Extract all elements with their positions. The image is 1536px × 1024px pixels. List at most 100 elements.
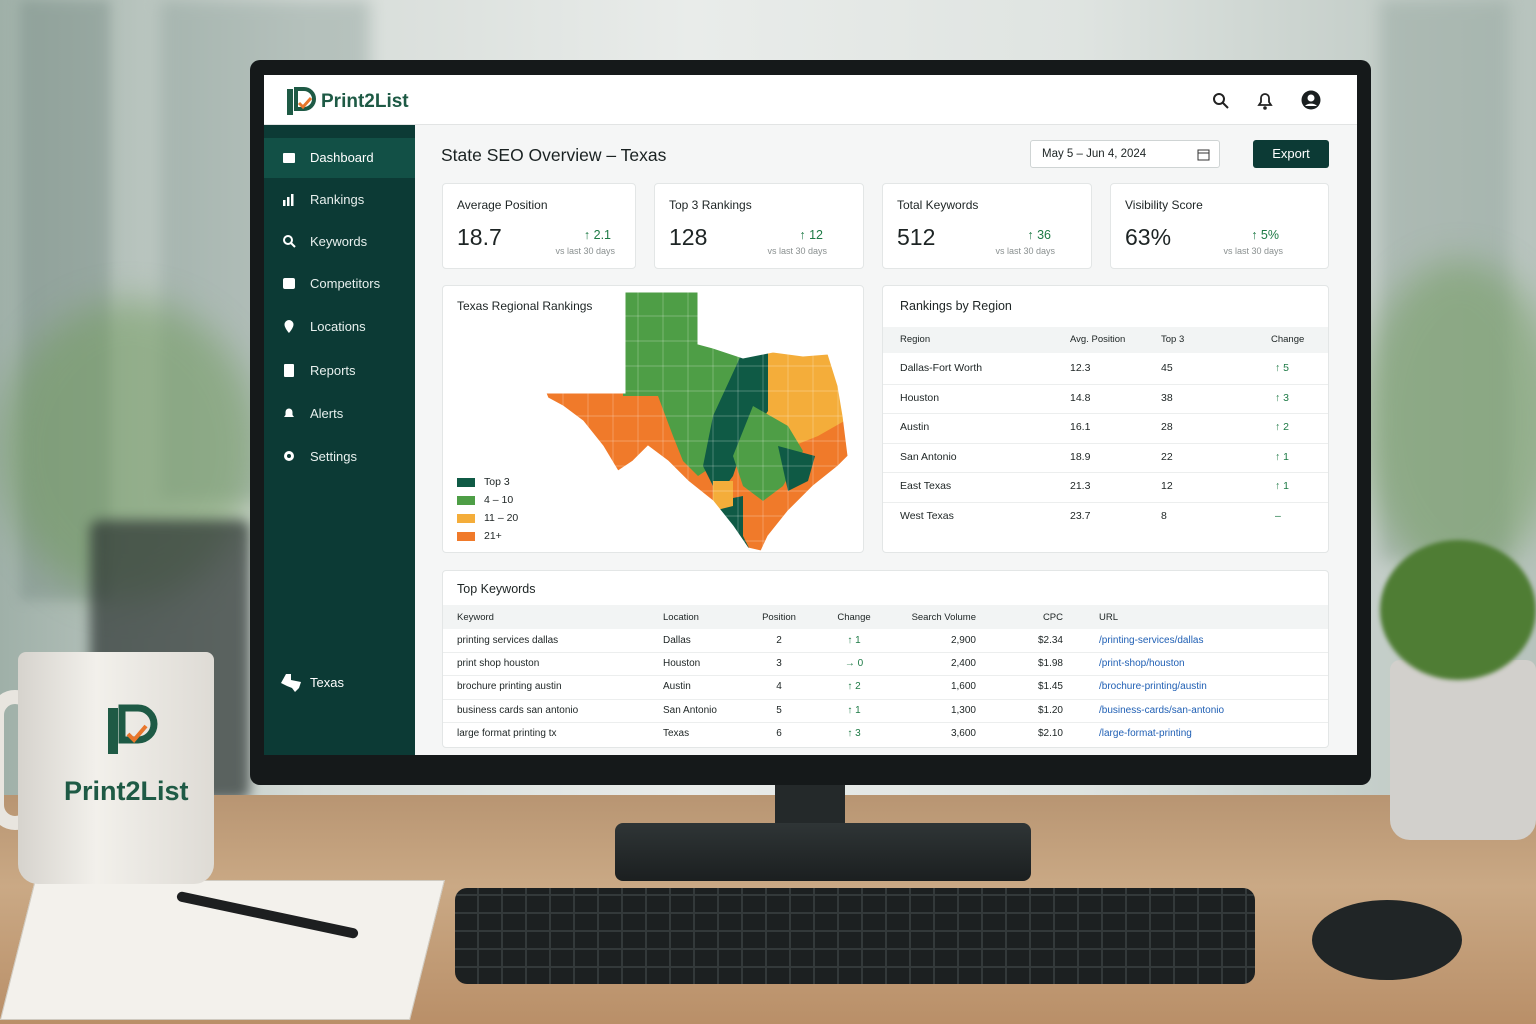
table-cell: 28 bbox=[1161, 421, 1173, 433]
table-cell: 14.8 bbox=[1070, 391, 1091, 404]
account-icon[interactable] bbox=[1301, 90, 1321, 110]
nav-label[interactable]: Settings bbox=[310, 449, 357, 464]
table-cell: 5 bbox=[776, 704, 782, 716]
region-11-20 bbox=[713, 481, 733, 511]
url-link[interactable]: /large-format-printing bbox=[1099, 727, 1192, 739]
kpi-value: 128 bbox=[669, 224, 708, 250]
mug: Print2List bbox=[18, 652, 214, 884]
nav-label[interactable]: Reports bbox=[310, 363, 356, 378]
kpi-note: vs last 30 days bbox=[555, 246, 615, 256]
table-cell: ↑ 1 bbox=[1275, 480, 1290, 492]
table-cell: brochure printing austin bbox=[457, 681, 562, 693]
plant-pot bbox=[1390, 660, 1536, 840]
table-cell: ↑ 5 bbox=[1275, 362, 1290, 374]
table-cell: business cards san antonio bbox=[457, 704, 579, 716]
table-cell: 1,300 bbox=[950, 704, 976, 716]
kpi-change: ↑ 2.1 bbox=[583, 228, 611, 242]
nav-icon bbox=[283, 278, 295, 289]
table-cell: Houston bbox=[663, 658, 701, 670]
row-divider bbox=[443, 652, 1328, 654]
table-cell: $2.10 bbox=[1037, 727, 1063, 739]
nav-icon bbox=[283, 153, 295, 163]
table-cell: 2,900 bbox=[950, 635, 976, 646]
kpi-card: Average Position 18.7 ↑ 2.1 vs last 30 days bbox=[442, 183, 636, 269]
export-button[interactable]: Export bbox=[1253, 140, 1329, 168]
nav-item[interactable]: Alerts bbox=[264, 394, 415, 434]
table-cell: San Antonio bbox=[663, 704, 717, 716]
kpi-card: Visibility Score 63% ↑ 5% vs last 30 days bbox=[1110, 183, 1329, 269]
legend-label: 11 – 20 bbox=[484, 512, 519, 524]
row-divider bbox=[883, 383, 1328, 385]
date-range[interactable]: May 5 – Jun 4, 2024 bbox=[1042, 148, 1147, 160]
nav-label[interactable]: Rankings bbox=[310, 192, 365, 207]
kpi-value: 18.7 bbox=[457, 224, 502, 250]
nav-item[interactable]: Locations bbox=[264, 307, 415, 347]
url-link[interactable]: /business-cards/san-antonio bbox=[1099, 704, 1225, 716]
nav-item[interactable]: Rankings bbox=[264, 180, 415, 220]
url-link[interactable]: /printing-services/dallas bbox=[1099, 635, 1204, 646]
table-cell: Houston bbox=[900, 391, 940, 404]
nav-label[interactable]: Keywords bbox=[310, 234, 368, 249]
nav-item[interactable]: Reports bbox=[264, 351, 415, 391]
brand[interactable]: Print2List bbox=[321, 91, 409, 112]
column-header: URL bbox=[1099, 612, 1119, 623]
nav-icon bbox=[283, 194, 294, 206]
kpi-note: vs last 30 days bbox=[767, 246, 827, 256]
screen: Print2List Dashboard Rankings Keywords Comp… bbox=[264, 75, 1357, 755]
logo-icon bbox=[287, 87, 316, 115]
kpi-value: 512 bbox=[897, 224, 936, 250]
nav-label[interactable]: Competitors bbox=[310, 276, 381, 291]
nav-item[interactable]: Competitors bbox=[264, 264, 415, 304]
state-name[interactable]: Texas bbox=[310, 675, 344, 690]
legend-label: 21+ bbox=[484, 530, 502, 542]
map-title: Texas Regional Rankings bbox=[457, 299, 593, 313]
state-icon bbox=[281, 674, 301, 692]
map-card: Texas Regional Rankings Top 3 4 – 10 11 – … bbox=[442, 285, 864, 553]
nav-item[interactable]: Dashboard bbox=[264, 138, 415, 178]
state-selector[interactable]: Texas bbox=[280, 673, 400, 693]
table-cell: West Texas bbox=[900, 509, 954, 522]
bell-icon[interactable] bbox=[1256, 91, 1274, 111]
table-cell: ↑ 1 bbox=[1275, 450, 1290, 463]
calendar-icon[interactable] bbox=[1197, 148, 1210, 161]
table-cell: 12.3 bbox=[1070, 362, 1091, 374]
column-header: Region bbox=[900, 334, 931, 345]
mug-brand: Print2List bbox=[64, 776, 189, 806]
nav-label[interactable]: Alerts bbox=[310, 406, 344, 421]
table-cell: 18.9 bbox=[1070, 450, 1091, 463]
date-picker[interactable]: May 5 – Jun 4, 2024 bbox=[1030, 140, 1220, 168]
nav-item[interactable]: Keywords bbox=[264, 222, 415, 262]
nav-item[interactable]: Settings bbox=[264, 437, 415, 477]
url-link[interactable]: /print-shop/houston bbox=[1099, 658, 1185, 670]
nav-label[interactable]: Dashboard bbox=[310, 150, 374, 165]
keyboard bbox=[455, 888, 1255, 984]
nav-icon bbox=[284, 320, 294, 333]
url-link[interactable]: /brochure-printing/austin bbox=[1099, 681, 1207, 693]
table-cell: ↑ 2 bbox=[847, 681, 861, 693]
table-cell: 1,600 bbox=[950, 681, 976, 693]
kpi-label: Total Keywords bbox=[897, 198, 979, 212]
nav-icon bbox=[284, 364, 294, 377]
page-title: State SEO Overview – Texas bbox=[441, 145, 667, 165]
kpi-note: vs last 30 days bbox=[995, 246, 1055, 256]
kpi-label: Visibility Score bbox=[1125, 198, 1203, 212]
table-cell: 8 bbox=[1161, 509, 1167, 522]
column-header: Avg. Position bbox=[1070, 334, 1126, 345]
table-cell: 4 bbox=[776, 681, 782, 693]
keywords-card: Top Keywords Keyword Location Position Chan… bbox=[442, 570, 1329, 748]
region-top3 bbox=[778, 446, 815, 491]
kpi-change: ↑ 36 bbox=[1027, 228, 1051, 242]
row-divider bbox=[883, 413, 1328, 414]
nav-label[interactable]: Locations bbox=[310, 319, 366, 334]
table-cell: 12 bbox=[1161, 480, 1173, 492]
table-cell: $1.45 bbox=[1037, 681, 1063, 693]
search-icon[interactable] bbox=[1212, 92, 1230, 110]
table-cell: $1.98 bbox=[1037, 658, 1063, 670]
table-header-bg bbox=[443, 605, 1328, 629]
table-cell: 45 bbox=[1161, 362, 1173, 374]
table-cell: ↑ 3 bbox=[1275, 391, 1290, 404]
table-cell: ↑ 3 bbox=[847, 727, 861, 739]
table-cell: Austin bbox=[663, 681, 691, 693]
table-cell: → 0 bbox=[844, 658, 864, 670]
